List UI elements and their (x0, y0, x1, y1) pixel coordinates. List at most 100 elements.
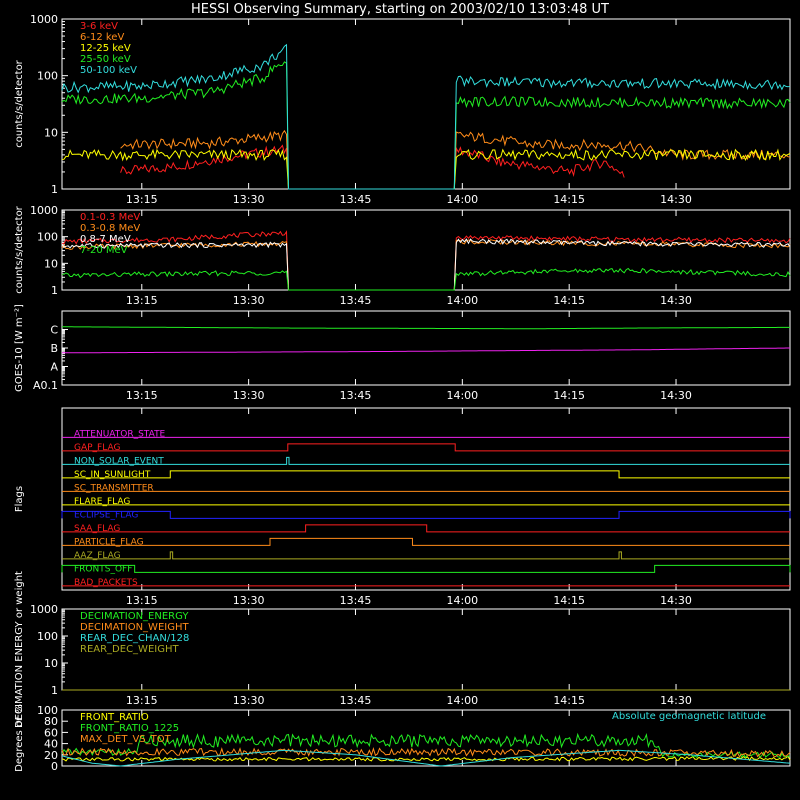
flag-label-particle-flag: PARTICLE_FLAG (74, 537, 144, 547)
x-tick-label: 13:45 (340, 594, 372, 607)
x-tick-label: 13:45 (340, 294, 372, 307)
x-tick-label: 14:15 (553, 294, 585, 307)
x-tick-label: 13:15 (126, 389, 158, 402)
x-tick-label: 14:00 (446, 694, 478, 707)
legend-entry: FRONT_RATIO_1225 (80, 723, 179, 734)
series-50-100-kev (61, 43, 791, 190)
series-absolute-geomagnetic-latitude (61, 749, 791, 767)
y-axis-label: Degrees or % (14, 704, 25, 772)
legend-entry: 3-6 keV (80, 21, 118, 32)
x-tick-label: 14:30 (660, 389, 692, 402)
y-axis-label: DECIMATION ENERGY or weight (14, 571, 25, 728)
x-tick-label: 13:45 (340, 694, 372, 707)
legend-entry: 0.3-0.8 MeV (80, 223, 140, 234)
y-tick-label: 10 (44, 126, 58, 139)
panel-decimation: 13:15 13:30 13:45 14:00 14:15 14:30 DECIMATION… (14, 571, 791, 728)
y-tick-label: A0.1 (33, 379, 58, 392)
legend-entry: MAX_DET_VS_TOT (80, 734, 172, 745)
panel-xray-lo: 13:15 13:30 13:45 14:00 14:15 14:30 counts/s/d… (14, 13, 791, 206)
y-tick-label: 100 (37, 630, 58, 643)
flag-label-sc-in-sunlight: SC_IN_SUNLIGHT (74, 470, 151, 480)
y-tick-label: 1 (51, 684, 58, 697)
x-tick-label: 14:30 (660, 193, 692, 206)
y-tick-label: 10 (44, 657, 58, 670)
y-tick-label: 20 (44, 749, 58, 762)
y-tick-label: 60 (44, 726, 58, 739)
x-tick-label: 13:15 (126, 294, 158, 307)
flag-line-eclipse-flag (61, 510, 791, 519)
y-tick-label: 10 (44, 257, 58, 270)
y-axis-label: counts/s/detector (14, 59, 25, 147)
flag-label-eclipse-flag: ECLIPSE_FLAG (74, 510, 138, 520)
panel-goes: 13:15 13:30 13:45 14:00 14:15 14:30 GOES-10 [W… (14, 304, 791, 402)
y-tick-label: 80 (44, 715, 58, 728)
y-axis-label: counts/s/detector (14, 205, 25, 293)
legend-entry: DECIMATION_WEIGHT (80, 622, 189, 633)
figure-title: HESSI Observing Summary, starting on 200… (191, 2, 609, 17)
x-tick-label: 14:00 (446, 594, 478, 607)
y-tick-label: 100 (37, 70, 58, 83)
legend-entry: REAR_DEC_WEIGHT (80, 644, 179, 655)
flag-line-aaz-flag (62, 551, 790, 560)
legend-entry: 0.1-0.3 MeV (80, 212, 140, 223)
legend-entry: REAR_DEC_CHAN/128 (80, 633, 189, 644)
y-tick-label: 0 (51, 760, 58, 773)
x-tick-label: 13:15 (126, 594, 158, 607)
legend-entry: 0.8-7 MeV (80, 234, 131, 245)
x-tick-label: 13:30 (233, 193, 265, 206)
x-tick-label: 14:30 (660, 694, 692, 707)
panel-gamma: 13:15 13:30 13:45 14:00 14:15 14:30 counts/s/d… (14, 204, 791, 307)
x-tick-label: 13:45 (340, 193, 372, 206)
legend-entry: 12-25 keV (80, 43, 131, 54)
flag-label-aaz-flag: AAZ_FLAG (74, 551, 121, 561)
series-goes-10-high (62, 347, 790, 354)
x-tick-label: 14:30 (660, 294, 692, 307)
y-tick-label: 1 (51, 284, 58, 297)
y-tick-label: 40 (44, 738, 58, 751)
flag-line-non-solar-event (62, 456, 790, 465)
series-max-det-vs-tot (61, 747, 791, 758)
y-tick-label: 1000 (30, 603, 58, 616)
x-tick-label: 14:00 (446, 389, 478, 402)
x-tick-label: 13:30 (233, 294, 265, 307)
x-tick-label: 14:00 (446, 193, 478, 206)
y-tick-label: C (50, 324, 58, 337)
x-tick-label: 14:15 (553, 694, 585, 707)
x-tick-label: 14:30 (660, 594, 692, 607)
y-tick-label: 1 (51, 183, 58, 196)
flag-label-saa-flag: SAA_FLAG (74, 524, 120, 534)
flag-label-sc-transmitter: SC_TRANSMITTER (74, 483, 154, 493)
legend-entry: DECIMATION_ENERGY (80, 611, 189, 622)
series-front-ratio-1225 (61, 732, 791, 759)
legend-entry: 50-100 keV (80, 65, 137, 76)
flag-line-gap-flag (62, 443, 790, 452)
panel-frame (61, 407, 791, 591)
legend-entry: 7-20 MeV (80, 245, 128, 256)
panels: 13:15 13:30 13:45 14:00 14:15 14:30 counts/s/d… (14, 13, 791, 773)
x-tick-label: 13:30 (233, 389, 265, 402)
y-tick-label: 100 (37, 231, 58, 244)
x-tick-label: 14:15 (553, 193, 585, 206)
flag-label-non-solar-event: NON_SOLAR_EVENT (74, 456, 164, 466)
x-tick-label: 13:15 (126, 694, 158, 707)
x-tick-label: 14:15 (553, 389, 585, 402)
x-tick-label: 13:30 (233, 594, 265, 607)
flag-line-particle-flag (62, 537, 790, 546)
x-tick-label: 14:15 (553, 594, 585, 607)
panel-flags: 13:15 13:30 13:45 14:00 14:15 14:30 Flags ATTEN… (14, 407, 791, 607)
x-tick-label: 13:15 (126, 193, 158, 206)
y-tick-label: 1000 (30, 204, 58, 217)
flag-label-flare-flag: FLARE_FLAG (74, 497, 130, 507)
annotation-geomagnetic-latitude: Absolute geomagnetic latitude (612, 711, 766, 722)
y-tick-label: B (50, 342, 58, 355)
y-axis-label: Flags (14, 486, 25, 512)
legend-entry: 25-50 keV (80, 54, 131, 65)
y-axis-label: GOES-10 [W m⁻²] (14, 304, 25, 392)
series-front-ratio (61, 755, 791, 762)
legend-entry: FRONT_RATIO (80, 712, 149, 723)
series-goes-10-low (62, 326, 790, 330)
flag-label-gap-flag: GAP_FLAG (74, 443, 120, 453)
flag-line-fronts-off (61, 564, 791, 573)
